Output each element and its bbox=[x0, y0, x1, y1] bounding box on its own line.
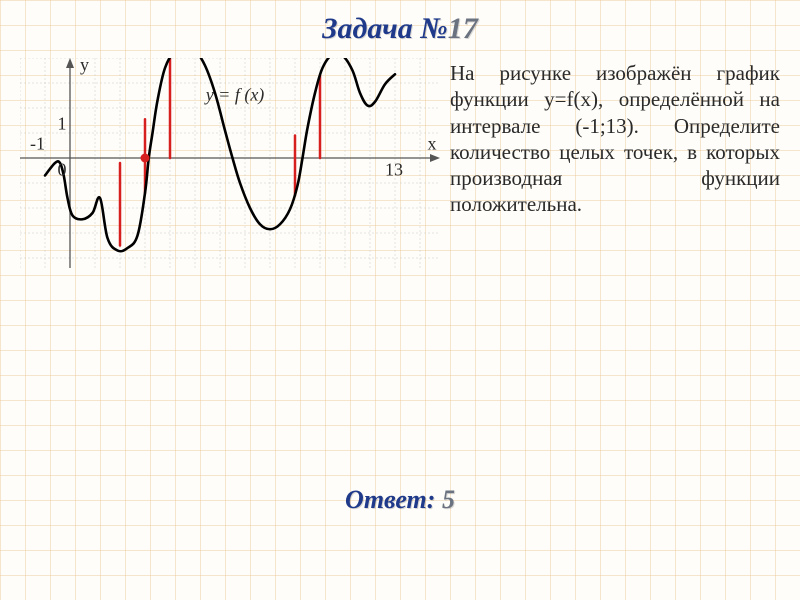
svg-text:13: 13 bbox=[385, 160, 403, 180]
svg-text:1: 1 bbox=[58, 113, 67, 133]
problem-statement: На рисунке изображён график функции y=f(… bbox=[450, 60, 780, 218]
answer-label: Ответ bbox=[345, 485, 427, 514]
svg-text:x: x bbox=[428, 133, 437, 153]
svg-text:-1: -1 bbox=[30, 133, 45, 153]
answer-line: Ответ: 5 bbox=[0, 485, 800, 515]
graph-container: x y -1 0 1 13 y = f (x) bbox=[20, 58, 440, 273]
title-number: 17 bbox=[448, 12, 478, 45]
problem-title: Задача №17 bbox=[0, 12, 800, 46]
title-prefix: Задача № bbox=[322, 12, 447, 45]
svg-text:0: 0 bbox=[58, 160, 67, 180]
answer-value: 5 bbox=[442, 485, 455, 514]
svg-text:y = f (x): y = f (x) bbox=[204, 85, 265, 106]
page-root: Задача №17 x y -1 0 1 13 y = f (x) На рисунке … bbox=[0, 0, 800, 600]
function-graph: x y -1 0 1 13 y = f (x) bbox=[20, 58, 440, 268]
svg-text:y: y bbox=[80, 58, 89, 75]
answer-colon: : bbox=[427, 485, 442, 514]
